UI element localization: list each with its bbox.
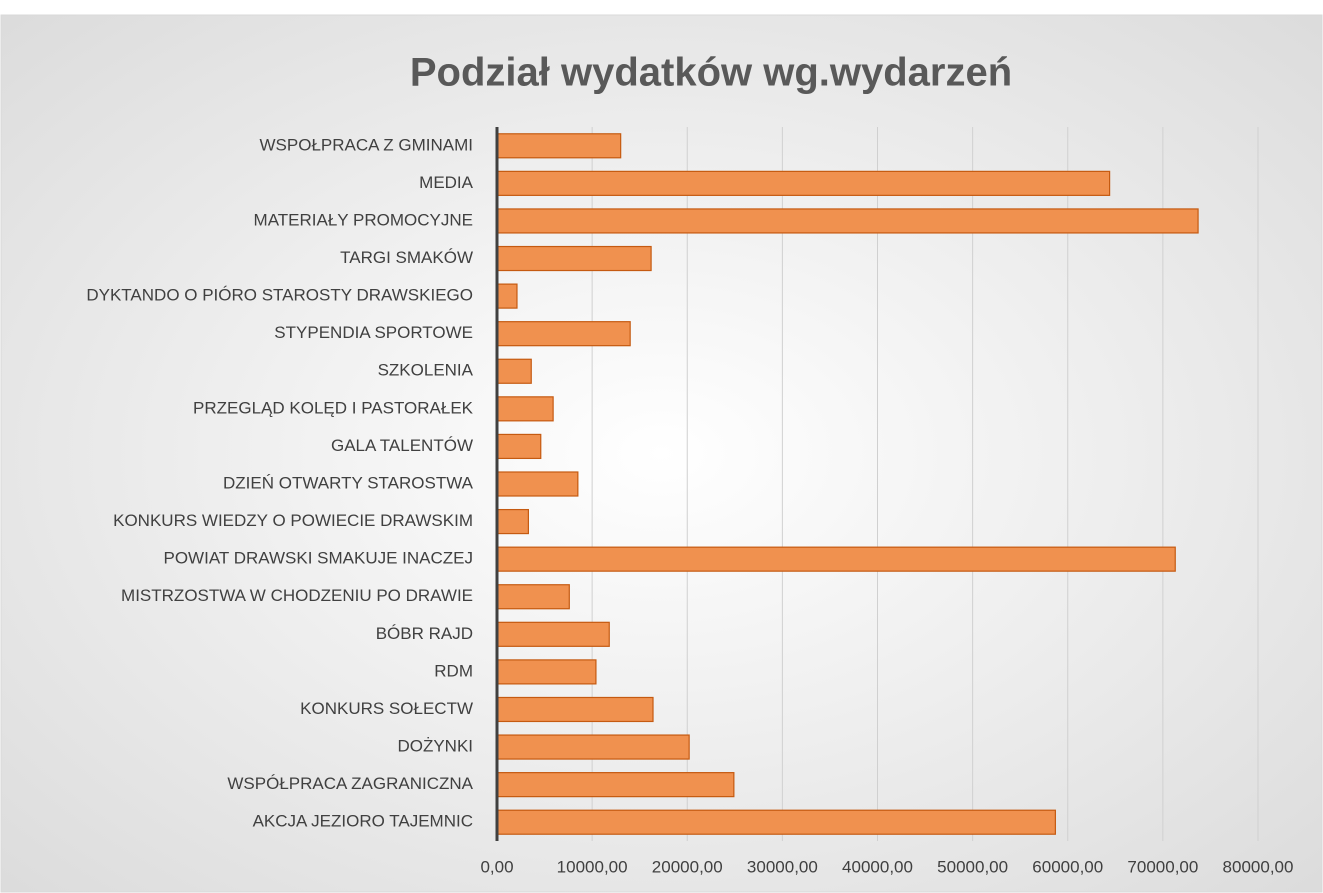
y-tick-label: DYKTANDO O PIÓRO STAROSTY DRAWSKIEGO (86, 286, 473, 305)
bar (496, 621, 610, 647)
bar (496, 584, 570, 610)
y-tick-label: DOŻYNKI (397, 737, 473, 756)
y-tick-label: BÓBR RAJD (376, 624, 473, 643)
y-tick-label: SZKOLENIA (378, 361, 474, 380)
bar (496, 471, 579, 497)
y-tick-label: MISTRZOSTWA W CHODZENIU PO DRAWIE (121, 586, 473, 605)
chart-title: Podział wydatków wg.wydarzeń (410, 51, 1012, 95)
y-tick-label: KONKURS SOŁECTW (300, 699, 473, 718)
bar (496, 546, 1176, 572)
x-tick-label: 20000,00 (652, 857, 723, 876)
y-tick-label: WSPOŁPRACA Z GMINAMI (260, 135, 473, 154)
bar (496, 734, 690, 760)
x-tick-label: 0,00 (480, 857, 513, 876)
y-tick-label: STYPENDIA SPORTOWE (274, 323, 473, 342)
bar (496, 809, 1056, 835)
bar (496, 433, 542, 460)
bar (496, 696, 654, 723)
x-tick-label: 30000,00 (747, 857, 818, 876)
y-tick-label: KONKURS WIEDZY O POWIECIE DRAWSKIM (113, 511, 473, 530)
y-tick-label: GALA TALENTÓW (331, 436, 473, 455)
x-tick-label: 70000,00 (1127, 857, 1198, 876)
y-tick-label: DZIEŃ OTWARTY STAROSTWA (223, 473, 474, 492)
bar (496, 508, 529, 535)
bar (496, 358, 532, 384)
x-tick-label: 40000,00 (842, 857, 913, 876)
y-tick-label: AKCJA JEZIORO TAJEMNIC (253, 812, 473, 831)
y-tick-label: POWIAT DRAWSKI SMAKUJE INACZEJ (164, 549, 474, 568)
y-tick-label: TARGI SMAKÓW (340, 248, 473, 267)
bar (496, 659, 597, 685)
chart-background (0, 14, 1323, 893)
bar (496, 170, 1111, 196)
bar (496, 133, 622, 159)
y-tick-label: MATERIAŁY PROMOCYJNE (254, 210, 473, 229)
x-tick-label: 60000,00 (1032, 857, 1103, 876)
bar (496, 772, 735, 798)
x-tick-label: 50000,00 (937, 857, 1008, 876)
y-tick-label: MEDIA (419, 173, 474, 192)
y-tick-label: PRZEGLĄD KOLĘD I PASTORAŁEK (193, 398, 474, 417)
bar (496, 321, 631, 347)
bar (496, 208, 1199, 234)
bar (496, 283, 518, 309)
y-tick-label: RDM (434, 661, 473, 680)
x-tick-label: 80000,00 (1223, 857, 1294, 876)
y-tick-label: WSPÓŁPRACA ZAGRANICZNA (227, 774, 473, 793)
x-tick-label: 10000,00 (557, 857, 628, 876)
bar (496, 245, 652, 272)
bar (496, 396, 554, 422)
